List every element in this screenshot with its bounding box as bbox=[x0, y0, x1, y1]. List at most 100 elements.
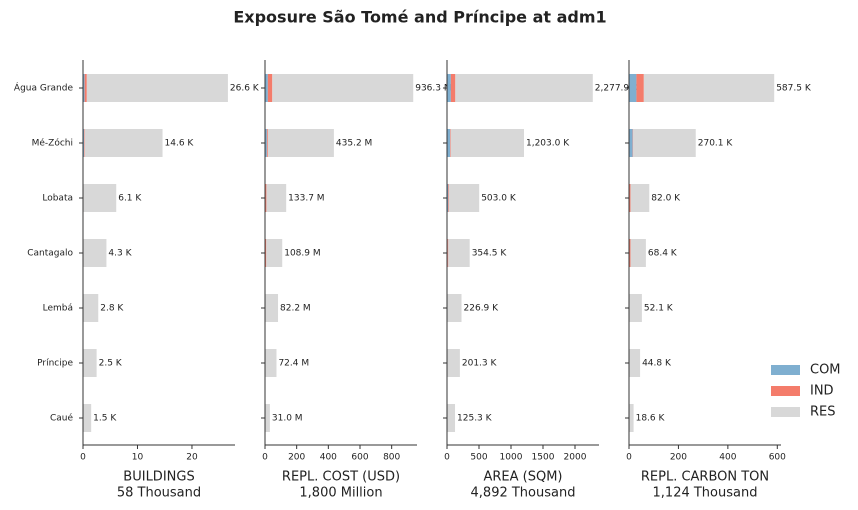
bar-segment bbox=[629, 239, 631, 267]
bar-segment bbox=[83, 404, 92, 432]
x-tick-label: 1000 bbox=[500, 453, 523, 463]
x-tick-label: 0 bbox=[626, 453, 632, 463]
bar-segment bbox=[629, 404, 634, 432]
bar-segment bbox=[84, 74, 87, 102]
legend-label: COM bbox=[810, 363, 841, 378]
y-tick-label: Cantagalo bbox=[27, 249, 73, 259]
total-label: 133.7 M bbox=[288, 194, 324, 204]
total-label: 82.0 K bbox=[651, 194, 681, 204]
x-tick-label: 600 bbox=[351, 453, 368, 463]
total-label: 4.3 K bbox=[108, 249, 132, 259]
bar-segment bbox=[86, 74, 228, 102]
bar-segment bbox=[447, 404, 456, 432]
total-label: 2,277.9 K bbox=[595, 84, 639, 94]
x-tick-label: 600 bbox=[769, 453, 786, 463]
bar-segment bbox=[267, 74, 273, 102]
legend-swatch bbox=[771, 365, 800, 375]
bar-segment bbox=[447, 239, 449, 267]
x-tick-label: 20 bbox=[186, 453, 198, 463]
total-label: 2.5 K bbox=[99, 359, 123, 369]
x-axis-total: 58 Thousand bbox=[117, 486, 201, 501]
total-label: 14.6 K bbox=[165, 139, 195, 149]
total-label: 82.2 M bbox=[280, 304, 311, 314]
legend-label: RES bbox=[810, 405, 836, 420]
bar-segment bbox=[455, 74, 593, 102]
total-label: 108.9 M bbox=[284, 249, 320, 259]
bar-segment bbox=[265, 349, 277, 377]
x-axis-label: AREA (SQM) bbox=[483, 470, 562, 485]
x-tick-label: 2000 bbox=[564, 453, 587, 463]
bar-segment bbox=[447, 349, 460, 377]
bar-segment bbox=[629, 349, 641, 377]
bar-segment bbox=[265, 239, 267, 267]
x-tick-label: 400 bbox=[320, 453, 337, 463]
total-label: 68.4 K bbox=[648, 249, 678, 259]
total-label: 503.0 K bbox=[481, 194, 517, 204]
total-label: 125.3 K bbox=[457, 414, 493, 424]
bar-segment bbox=[629, 129, 633, 157]
bar-segment bbox=[266, 129, 268, 157]
bar-segment bbox=[447, 184, 449, 212]
total-label: 354.5 K bbox=[472, 249, 508, 259]
y-tick-label: Príncipe bbox=[37, 359, 73, 369]
bar-segment bbox=[447, 74, 451, 102]
legend-swatch bbox=[771, 386, 800, 396]
bar-segment bbox=[265, 184, 267, 212]
x-tick-label: 800 bbox=[383, 453, 400, 463]
total-label: 1,203.0 K bbox=[526, 139, 570, 149]
legend-label: IND bbox=[810, 384, 834, 399]
y-tick-label: Lobata bbox=[42, 194, 73, 204]
x-tick-label: 0 bbox=[444, 453, 450, 463]
bar-segment bbox=[450, 129, 451, 157]
x-axis-total: 1,124 Thousand bbox=[653, 486, 758, 501]
x-tick-label: 10 bbox=[132, 453, 144, 463]
bar-segment bbox=[636, 74, 644, 102]
x-axis-label: REPL. COST (USD) bbox=[282, 470, 400, 485]
bar-segment bbox=[629, 74, 637, 102]
bar-segment bbox=[450, 129, 524, 157]
bar-segment bbox=[448, 184, 480, 212]
bar-segment bbox=[448, 184, 449, 212]
chart-title: Exposure São Tomé and Príncipe at adm1 bbox=[233, 8, 606, 27]
bar-segment bbox=[265, 294, 279, 322]
bar-segment bbox=[448, 239, 470, 267]
bar-segment bbox=[447, 294, 462, 322]
x-axis-total: 1,800 Million bbox=[299, 486, 382, 501]
total-label: 270.1 K bbox=[698, 139, 734, 149]
y-tick-label: Água Grande bbox=[14, 82, 74, 94]
bar-segment bbox=[633, 129, 696, 157]
total-label: 936.3 M bbox=[415, 84, 451, 94]
bar-segment bbox=[83, 349, 97, 377]
bar-segment bbox=[447, 129, 451, 157]
x-tick-label: 0 bbox=[262, 453, 268, 463]
x-tick-label: 1500 bbox=[532, 453, 555, 463]
bar-segment bbox=[272, 74, 414, 102]
x-axis-label: REPL. CARBON TON bbox=[641, 470, 769, 485]
total-label: 2.8 K bbox=[100, 304, 124, 314]
total-label: 26.6 K bbox=[230, 84, 260, 94]
bar-segment bbox=[83, 184, 117, 212]
total-label: 52.1 K bbox=[644, 304, 674, 314]
bar-segment bbox=[267, 129, 334, 157]
x-tick-label: 0 bbox=[80, 453, 86, 463]
x-tick-label: 500 bbox=[470, 453, 487, 463]
bar-segment bbox=[83, 129, 85, 157]
bar-segment bbox=[266, 239, 283, 267]
total-label: 44.8 K bbox=[642, 359, 672, 369]
bar-segment bbox=[629, 294, 642, 322]
y-tick-label: Lembá bbox=[43, 304, 73, 314]
total-label: 18.6 K bbox=[636, 414, 666, 424]
bar-segment bbox=[83, 239, 107, 267]
bar-segment bbox=[630, 184, 650, 212]
bar-segment bbox=[84, 129, 85, 157]
bar-segment bbox=[643, 74, 775, 102]
total-label: 31.0 M bbox=[272, 414, 303, 424]
bar-segment bbox=[629, 184, 631, 212]
total-label: 226.9 K bbox=[464, 304, 500, 314]
x-axis-label: BUILDINGS bbox=[123, 470, 194, 485]
bar-segment bbox=[265, 404, 270, 432]
total-label: 587.5 K bbox=[776, 84, 812, 94]
x-tick-label: 200 bbox=[288, 453, 305, 463]
y-tick-label: Caué bbox=[50, 413, 74, 424]
bar-segment bbox=[83, 74, 85, 102]
